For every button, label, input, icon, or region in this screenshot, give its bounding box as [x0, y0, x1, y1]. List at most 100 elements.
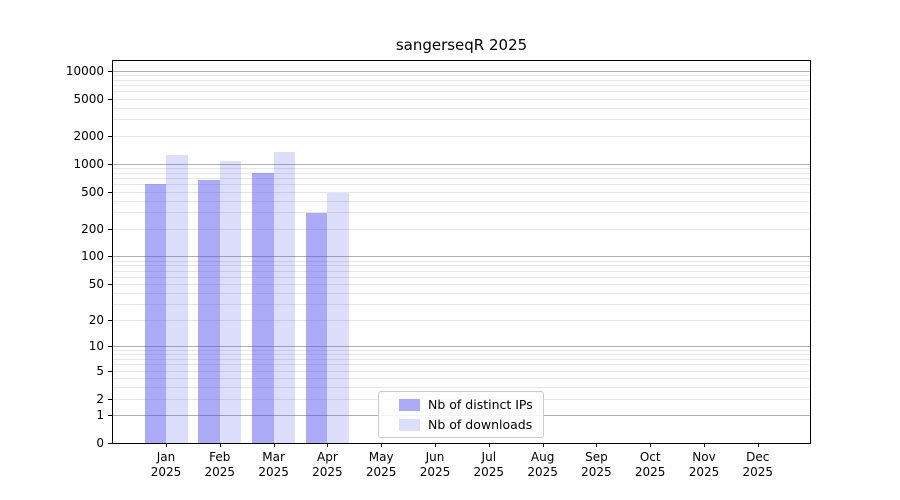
gridline-minor — [113, 228, 810, 230]
x-tick-label-month: May — [368, 450, 394, 464]
y-tick-mark — [108, 99, 112, 100]
x-tick-label-year: 2025 — [365, 465, 397, 479]
gridline-minor — [113, 135, 810, 137]
gridline-major — [113, 163, 810, 165]
y-tick-label: 20 — [88, 312, 104, 327]
bar-distinct-ips-jan — [144, 184, 166, 443]
x-tick-label-month: Jun — [425, 450, 445, 464]
x-tick-mark — [381, 443, 382, 447]
x-tick-label: Mar 2025 — [246, 450, 302, 480]
x-tick-label: Jul 2025 — [461, 450, 517, 480]
gridline-minor — [113, 184, 810, 186]
x-tick-label-year: 2025 — [527, 465, 558, 479]
x-tick-mark — [758, 443, 759, 447]
legend-label-downloads: Nb of downloads — [428, 416, 533, 432]
x-tick-label-month: Apr — [317, 450, 338, 464]
x-tick-label-year: 2025 — [204, 465, 236, 479]
x-tick-label: Jun 2025 — [407, 450, 463, 480]
x-tick-label: Feb 2025 — [192, 450, 248, 480]
gridline-minor — [113, 79, 810, 81]
x-tick-mark — [220, 443, 221, 447]
x-tick-label-month: Jan — [156, 450, 176, 464]
y-tick-mark — [108, 164, 112, 165]
legend-label-distinct-ips: Nb of distinct IPs — [428, 396, 533, 412]
y-tick-mark — [108, 415, 112, 416]
x-tick-label-year: 2025 — [634, 465, 666, 479]
x-tick-label-month: Nov — [692, 450, 716, 464]
gridline-minor — [113, 292, 810, 294]
gridline-minor — [113, 212, 810, 214]
x-tick-label: Apr 2025 — [299, 450, 355, 480]
bar-distinct-ips-feb — [198, 180, 220, 443]
x-tick-label: Nov 2025 — [676, 450, 732, 480]
y-tick-label: 10000 — [65, 63, 104, 78]
gridline-minor — [113, 260, 810, 262]
y-tick-mark — [108, 371, 112, 372]
gridline-minor — [113, 172, 810, 174]
x-tick-label: Oct 2025 — [622, 450, 678, 480]
gridline-major — [113, 70, 810, 72]
gridline-major — [113, 346, 810, 347]
plot-area — [112, 60, 811, 444]
gridline-minor — [113, 349, 810, 351]
bar-downloads-mar — [273, 152, 296, 443]
y-tick-label: 2 — [96, 391, 104, 406]
x-tick-label-month: Aug — [530, 450, 555, 464]
gridline-minor — [113, 276, 810, 278]
x-tick-label-month: Jul — [481, 450, 497, 464]
y-tick-mark — [108, 320, 112, 321]
x-tick-label: Jan 2025 — [138, 450, 194, 480]
y-tick-label: 1000 — [73, 156, 104, 171]
y-tick-mark — [108, 256, 112, 257]
gridline-minor — [113, 91, 810, 93]
gridline-minor — [113, 354, 810, 356]
x-tick-mark — [596, 443, 597, 447]
y-tick-mark — [108, 71, 112, 72]
bar-distinct-ips-apr — [305, 212, 328, 443]
gridline-minor — [113, 377, 810, 379]
gridline-minor — [113, 200, 810, 202]
bar-downloads-feb — [219, 160, 242, 443]
legend-entry-distinct-ips: Nb of distinct IPs — [399, 396, 537, 414]
bar-downloads-jan — [166, 154, 188, 443]
legend: Nb of distinct IPs Nb of downloads — [378, 391, 544, 438]
x-tick-label-month: Sep — [585, 450, 608, 464]
x-tick-label-month: Oct — [639, 450, 661, 464]
y-tick-label: 100 — [81, 249, 104, 264]
legend-swatch-distinct-ips — [399, 398, 420, 411]
x-tick-label: May 2025 — [353, 450, 409, 480]
gridline-minor — [113, 364, 810, 366]
x-tick-mark — [327, 443, 328, 447]
x-tick-label-year: 2025 — [688, 465, 720, 479]
x-tick-mark — [274, 443, 275, 447]
bar-downloads-apr — [327, 193, 349, 443]
x-tick-label-year: 2025 — [150, 465, 182, 479]
x-tick-label-month: Mar — [262, 450, 285, 464]
x-tick-mark — [543, 443, 544, 447]
x-tick-label: Sep 2025 — [568, 450, 624, 480]
gridline-major — [113, 256, 810, 258]
x-tick-label-month: Dec — [746, 450, 770, 464]
y-tick-mark — [108, 284, 112, 285]
y-tick-label: 0 — [96, 436, 104, 450]
gridline-minor — [113, 98, 810, 100]
y-tick-mark — [108, 346, 112, 347]
y-tick-label: 50 — [88, 277, 104, 291]
gridline-minor — [113, 319, 810, 321]
y-tick-label: 2000 — [73, 128, 104, 143]
y-tick-mark — [108, 399, 112, 400]
x-tick-mark — [435, 443, 436, 447]
x-tick-mark — [650, 443, 651, 447]
gridline-minor — [113, 270, 810, 272]
gridline-minor — [113, 107, 810, 109]
y-tick-label: 10 — [88, 339, 104, 353]
y-tick-mark — [108, 136, 112, 137]
x-tick-mark — [489, 443, 490, 447]
legend-entry-downloads: Nb of downloads — [399, 416, 537, 434]
gridline-minor — [113, 386, 810, 388]
legend-swatch-downloads — [399, 418, 420, 431]
gridline-minor — [113, 284, 810, 285]
gridline-minor — [113, 191, 810, 193]
y-tick-label: 5 — [96, 363, 104, 378]
